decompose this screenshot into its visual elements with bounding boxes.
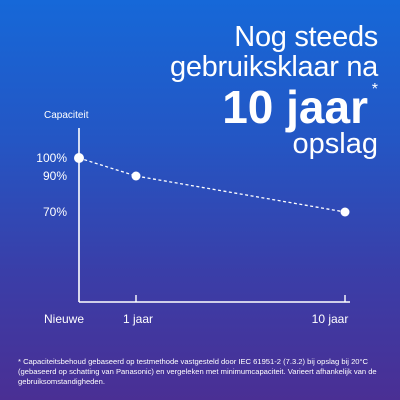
data-point-1 (74, 153, 84, 163)
x-tick-labels: Nieuwe 1 jaar 10 jaar (44, 312, 348, 326)
data-points (74, 153, 350, 217)
headline-asterisk: * (371, 81, 378, 98)
x-tick-label-1: Nieuwe (44, 312, 84, 326)
y-tick-label-2: 90% (43, 169, 67, 183)
x-ticks (135, 295, 346, 302)
x-tick-label-2: 1 jaar (123, 312, 153, 326)
y-tick-labels: 100% 90% 70% (36, 151, 67, 219)
data-point-2 (131, 171, 141, 181)
y-tick-label-1: 100% (36, 151, 67, 165)
headline-years: 10 jaar * (170, 81, 378, 133)
headline-years-text: 10 jaar (222, 81, 368, 133)
headline-line-4: opslag (292, 128, 378, 160)
headline-line-1: Nog steeds (234, 21, 378, 53)
x-tick-label-3: 10 jaar (312, 312, 349, 326)
headline-line-2: gebruiksklaar na (170, 51, 378, 83)
data-point-3 (340, 207, 350, 217)
y-axis-label: Capaciteit (44, 110, 89, 121)
footnote: * Capaciteitsbehoud gebaseerd op testmet… (18, 357, 377, 386)
series-line (78, 157, 346, 213)
headline: Nog steeds gebruiksklaar na 10 jaar * ops… (170, 21, 378, 160)
y-tick-label-3: 70% (43, 205, 67, 219)
